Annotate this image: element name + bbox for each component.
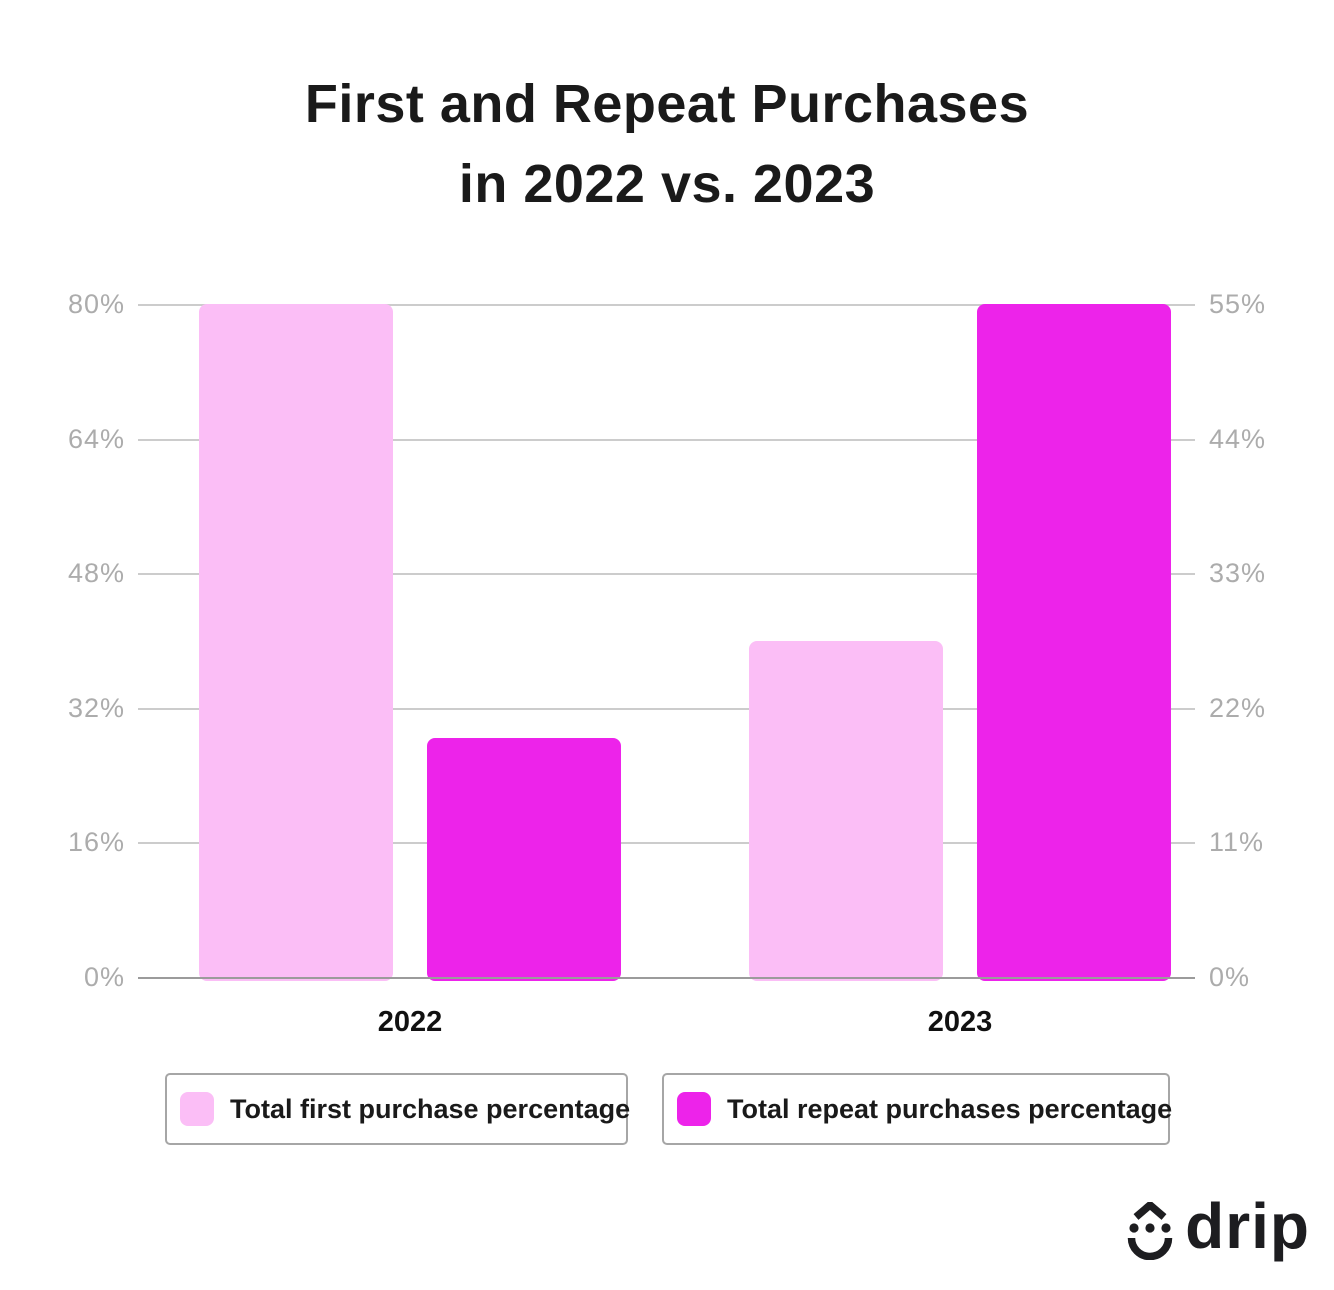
- right-axis-tick-label: 0%: [1209, 962, 1251, 992]
- drip-logo-text: drip: [1185, 1190, 1310, 1262]
- x-axis-line: [138, 977, 1195, 979]
- gridline: [138, 573, 1195, 576]
- legend-item-first-purchase: Total first purchase percentage: [165, 1073, 631, 1145]
- left-axis-tick-label: 0%: [83, 962, 125, 992]
- gridline: [138, 438, 1195, 441]
- legend-item-repeat-purchases: Total repeat purchases percentage: [662, 1073, 1173, 1145]
- legend-swatch-repeat-purchases: [677, 1092, 711, 1126]
- right-axis-tick-label: 33%: [1209, 558, 1267, 589]
- right-axis-tick-label: 55%: [1209, 289, 1267, 319]
- legend-label-first-purchase: Total first purchase percentage: [230, 1093, 631, 1124]
- plot-area: [138, 304, 1195, 981]
- bar-2023-first: [749, 640, 943, 981]
- left-axis-tick-label: 80%: [67, 289, 125, 319]
- left-axis-tick-label: 16%: [67, 827, 125, 858]
- gridline: [138, 304, 1195, 306]
- chart-title: First and Repeat Purchases in 2022 vs. 2…: [0, 64, 1334, 224]
- bar-2023-repeat: [977, 304, 1171, 981]
- chart-title-line2: in 2022 vs. 2023: [458, 154, 876, 214]
- gridline: [138, 842, 1195, 845]
- drip-droplet-icon: [1127, 1202, 1173, 1260]
- gridline: [138, 707, 1195, 710]
- x-axis-category-label: 2022: [377, 1006, 443, 1038]
- right-axis-tick-label: 44%: [1209, 423, 1267, 454]
- x-axis-category-label: 2023: [927, 1006, 993, 1038]
- legend-swatch-first-purchase: [180, 1092, 214, 1126]
- drip-logo: drip: [1127, 1194, 1310, 1260]
- right-axis-tick-label: 22%: [1209, 692, 1267, 723]
- left-axis-tick-label: 48%: [67, 558, 125, 589]
- bar-2022-repeat: [427, 738, 621, 981]
- bar-2022-first: [199, 304, 393, 981]
- chart-title-line1: First and Repeat Purchases: [304, 74, 1030, 134]
- legend-label-repeat-purchases: Total repeat purchases percentage: [727, 1093, 1173, 1124]
- left-axis-tick-label: 64%: [67, 423, 125, 454]
- right-axis-tick-label: 11%: [1209, 827, 1265, 858]
- left-axis-tick-label: 32%: [67, 692, 125, 723]
